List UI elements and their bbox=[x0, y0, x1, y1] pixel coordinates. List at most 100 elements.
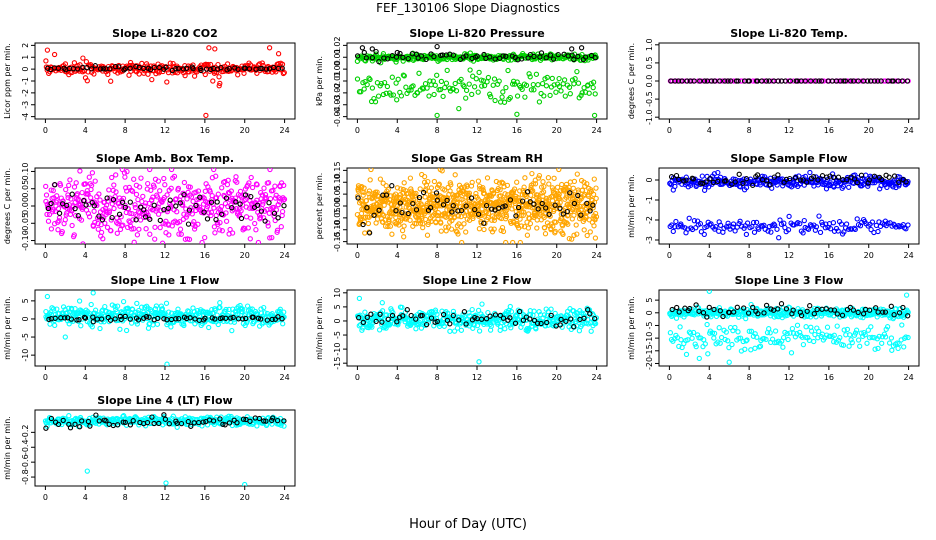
data-point bbox=[104, 224, 111, 231]
data-point bbox=[756, 226, 762, 232]
data-point bbox=[112, 63, 119, 70]
data-point bbox=[82, 181, 89, 187]
data-point bbox=[461, 309, 468, 315]
data-point bbox=[791, 222, 797, 228]
data-point bbox=[761, 310, 767, 316]
data-point bbox=[95, 226, 101, 232]
data-point bbox=[275, 314, 281, 320]
data-point bbox=[527, 220, 534, 227]
data-point bbox=[801, 217, 807, 224]
data-point bbox=[450, 312, 456, 319]
x-tick-label: 16 bbox=[512, 251, 522, 260]
data-point bbox=[717, 340, 723, 346]
data-point bbox=[113, 189, 119, 195]
data-point bbox=[254, 202, 261, 208]
data-point bbox=[459, 239, 465, 244]
data-point bbox=[278, 224, 284, 230]
data-point bbox=[593, 185, 599, 191]
data-point bbox=[787, 175, 793, 182]
data-point bbox=[63, 186, 69, 193]
data-point bbox=[376, 58, 382, 65]
data-point bbox=[127, 199, 133, 205]
data-point bbox=[444, 67, 450, 74]
data-point bbox=[182, 72, 188, 79]
data-point bbox=[865, 180, 871, 186]
data-point bbox=[754, 334, 760, 340]
data-point-outlier bbox=[62, 334, 68, 340]
data-point bbox=[513, 213, 519, 219]
data-point bbox=[751, 229, 758, 235]
data-point bbox=[219, 211, 225, 217]
data-point bbox=[200, 194, 206, 200]
data-point bbox=[750, 304, 756, 311]
data-point bbox=[810, 174, 817, 180]
data-point bbox=[448, 226, 455, 232]
data-point bbox=[159, 306, 166, 312]
data-point bbox=[682, 225, 688, 231]
data-point bbox=[85, 312, 92, 318]
data-point bbox=[517, 239, 523, 244]
data-point bbox=[535, 206, 541, 212]
data-point bbox=[847, 332, 853, 338]
data-point bbox=[763, 78, 770, 84]
data-point bbox=[487, 200, 494, 206]
data-point bbox=[131, 226, 137, 232]
data-point bbox=[588, 52, 595, 59]
data-point bbox=[120, 298, 127, 305]
data-point bbox=[683, 174, 689, 180]
data-point bbox=[262, 218, 268, 224]
data-point bbox=[797, 220, 803, 227]
data-point bbox=[399, 304, 405, 311]
data-point bbox=[219, 185, 225, 191]
data-point bbox=[488, 94, 494, 100]
data-point bbox=[900, 304, 906, 311]
data-point bbox=[588, 328, 594, 334]
data-point bbox=[151, 184, 157, 190]
data-point-outlier bbox=[275, 51, 282, 57]
data-point bbox=[543, 205, 549, 211]
data-point bbox=[811, 311, 817, 317]
data-point bbox=[408, 87, 414, 93]
data-point bbox=[783, 306, 790, 312]
data-point bbox=[217, 219, 223, 226]
data-point bbox=[690, 176, 697, 182]
data-point bbox=[261, 185, 267, 191]
data-point bbox=[725, 78, 731, 84]
data-point bbox=[64, 202, 70, 209]
data-point bbox=[279, 65, 285, 71]
data-point bbox=[593, 214, 600, 220]
data-point bbox=[776, 235, 782, 241]
data-point bbox=[248, 215, 254, 221]
data-point bbox=[487, 91, 493, 97]
data-point bbox=[188, 194, 195, 200]
y-tick-label: 0.02 bbox=[333, 36, 342, 54]
data-point bbox=[76, 317, 82, 323]
data-point bbox=[896, 310, 903, 316]
data-point bbox=[232, 65, 238, 71]
x-tick-label: 8 bbox=[123, 493, 128, 502]
data-point bbox=[155, 178, 162, 184]
data-point bbox=[512, 198, 518, 204]
data-point bbox=[395, 322, 401, 328]
data-point bbox=[572, 76, 578, 82]
data-point-outlier bbox=[479, 301, 485, 307]
x-tick-label: 20 bbox=[552, 251, 562, 260]
data-point bbox=[62, 315, 68, 321]
data-point bbox=[497, 312, 503, 319]
data-points bbox=[43, 168, 288, 244]
data-point bbox=[223, 315, 229, 321]
data-point bbox=[584, 232, 590, 239]
data-point bbox=[704, 321, 710, 328]
data-point bbox=[423, 56, 429, 63]
y-axis-label: percent per min. bbox=[315, 173, 324, 240]
data-point-outlier bbox=[217, 80, 223, 87]
data-point bbox=[551, 82, 557, 88]
data-point-outlier bbox=[369, 46, 375, 52]
data-point bbox=[533, 71, 540, 77]
data-point bbox=[92, 178, 98, 184]
data-point bbox=[500, 89, 506, 95]
data-point bbox=[377, 311, 383, 317]
data-point bbox=[568, 316, 574, 322]
